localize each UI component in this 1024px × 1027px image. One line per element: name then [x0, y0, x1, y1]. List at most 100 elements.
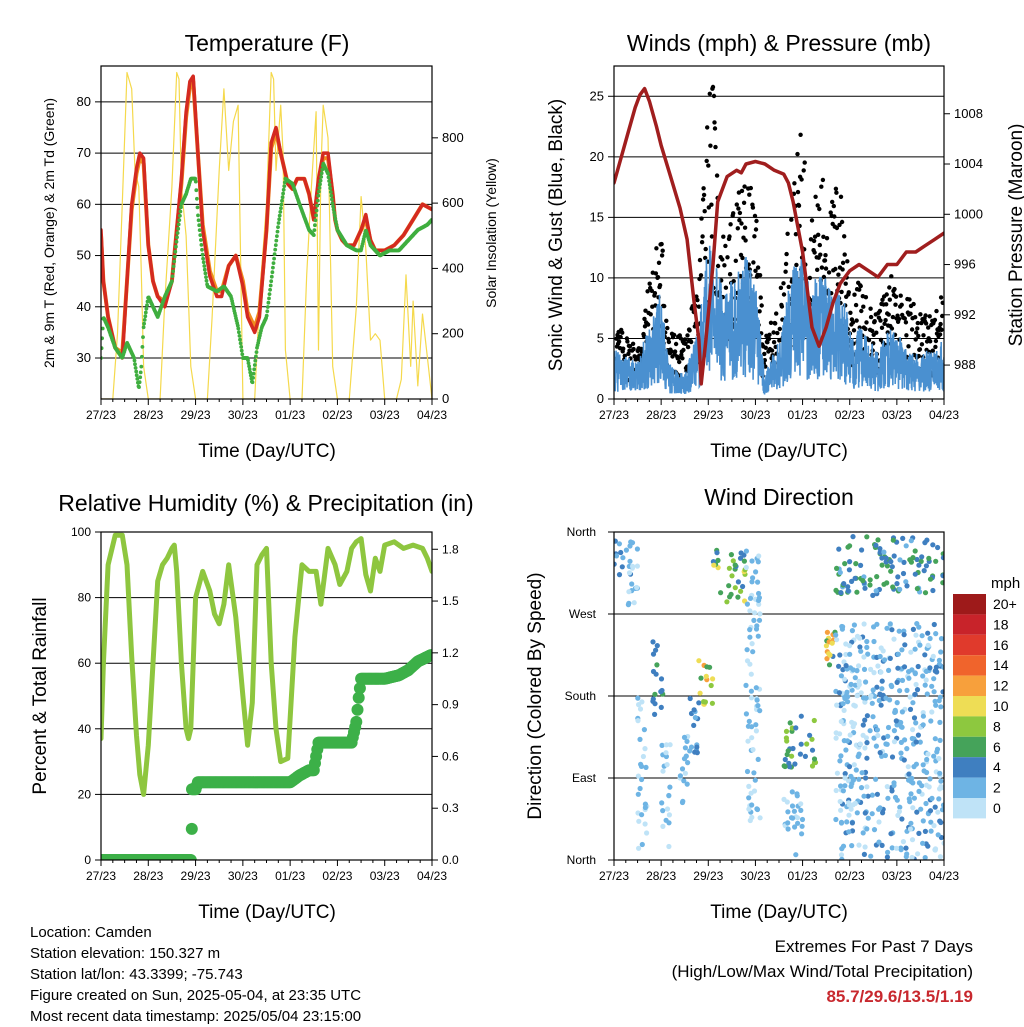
direction-point [861, 666, 868, 673]
dewpoint-point [254, 350, 259, 354]
precip-point [352, 691, 365, 704]
y2-tick-label: 1008 [954, 106, 983, 121]
direction-point [747, 634, 753, 640]
winds-title: Winds (mph) & Pressure (mb) [627, 30, 931, 56]
gust-point [789, 217, 794, 222]
direction-point [833, 816, 839, 823]
x-tick-label: 29/23 [181, 869, 211, 883]
direction-point [877, 805, 883, 811]
direction-point [848, 681, 854, 688]
direction-point [849, 820, 856, 826]
direction-point [920, 762, 926, 768]
direction-point [641, 727, 648, 733]
dewpoint-point [176, 226, 181, 231]
x-tick-label: 03/23 [882, 869, 912, 883]
gust-point [727, 272, 733, 277]
direction-point [637, 706, 644, 712]
direction-point [895, 812, 901, 819]
direction-point [846, 812, 852, 818]
direction-point [749, 641, 755, 647]
dewpoint-point [315, 198, 320, 203]
gust-point [839, 219, 845, 225]
direction-point [834, 702, 840, 708]
direction-point [856, 842, 862, 848]
gust-point [937, 332, 943, 337]
winds-ylabel-left: Sonic Wind & Gust (Blue, Black) [546, 99, 567, 371]
direction-point [838, 673, 845, 679]
direction-point [838, 753, 844, 759]
direction-point [658, 689, 664, 695]
dewpoint-point [200, 247, 204, 252]
direction-point [710, 676, 716, 682]
gust-point [916, 333, 921, 339]
dewpoint-point [279, 202, 284, 207]
gust-point [940, 300, 944, 305]
gust-point [673, 341, 679, 347]
gust-point [906, 344, 911, 349]
direction-point [904, 746, 910, 752]
direction-point [871, 624, 877, 630]
gust-point [625, 339, 630, 344]
legend-label: 6 [993, 739, 1001, 755]
direction-point [879, 562, 885, 568]
y-tick-label: 100 [71, 525, 91, 539]
gust-point [819, 184, 824, 189]
gust-point [743, 238, 748, 243]
direction-point [635, 718, 641, 724]
dewpoint-point [317, 189, 321, 194]
dewpoint-point [203, 271, 208, 276]
direction-point [691, 722, 697, 729]
direction-point [879, 555, 885, 561]
dewpoint-point [101, 346, 104, 351]
gust-point [842, 252, 847, 257]
direction-point [785, 809, 791, 815]
dewpoint-point [145, 303, 149, 307]
direction-point [639, 699, 645, 705]
direction-point [704, 664, 710, 670]
direction-point [718, 590, 724, 596]
direction-point [896, 628, 902, 634]
direction-point [843, 651, 849, 658]
direction-point [911, 715, 918, 721]
direction-point [749, 579, 755, 585]
dewpoint-point [237, 334, 242, 338]
gust-point [889, 274, 894, 279]
y-tick-label: North [567, 853, 596, 867]
gust-point [836, 272, 841, 277]
gust-point [854, 318, 859, 323]
gust-point [916, 353, 921, 359]
direction-point [888, 559, 894, 565]
direction-point [864, 784, 870, 790]
direction-point [784, 751, 790, 758]
direction-point [920, 673, 926, 679]
gust-point [723, 285, 729, 290]
direction-point [809, 763, 816, 769]
gust-point [921, 333, 926, 338]
gust-point [911, 301, 916, 307]
direction-point [858, 648, 864, 654]
direction-point [738, 588, 744, 594]
gust-point [783, 261, 789, 267]
gust-point [816, 232, 821, 237]
y-tick-label: North [567, 525, 596, 539]
direction-point [841, 581, 847, 587]
gust-point [809, 218, 815, 223]
dewpoint-point [202, 264, 207, 268]
dewpoint-point [334, 219, 338, 224]
direction-point [845, 699, 851, 705]
direction-point [856, 682, 862, 688]
legend-label: 12 [993, 678, 1009, 694]
x-tick-label: 04/23 [417, 408, 447, 422]
direction-point [857, 741, 863, 747]
gust-point [839, 289, 844, 295]
dewpoint-point [132, 358, 137, 363]
direction-point [747, 817, 753, 824]
direction-point [922, 590, 929, 596]
direction-point [917, 642, 923, 648]
dewpoint-point [271, 261, 276, 265]
direction-point [697, 690, 703, 696]
gust-point [846, 290, 851, 295]
dewpoint-point [247, 364, 252, 369]
direction-point [932, 736, 938, 742]
